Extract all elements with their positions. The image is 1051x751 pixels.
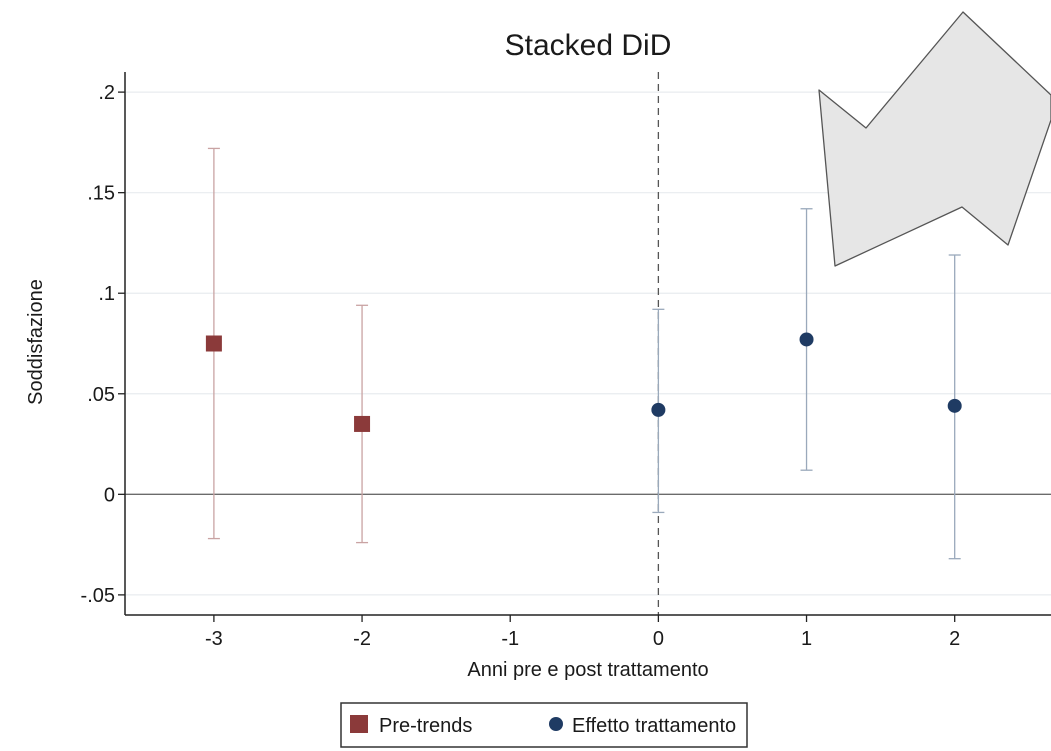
- legend: Pre-trends Effetto trattamento: [340, 702, 748, 748]
- x-tick-label: 1: [801, 628, 812, 650]
- y-tick-label: .05: [87, 384, 115, 406]
- arrow-icon: [818, 11, 1051, 267]
- data-point-square: [354, 415, 371, 432]
- data-point-circle: [799, 332, 814, 347]
- y-tick-label: 0: [104, 484, 115, 506]
- data-marks: [205, 147, 962, 560]
- grid: [125, 91, 1051, 596]
- x-tick-label: -1: [501, 628, 519, 650]
- x-tick-label: 0: [653, 628, 664, 650]
- x-tick-label: -2: [353, 628, 371, 650]
- y-tick-label: .2: [98, 82, 115, 104]
- y-tick-label: .1: [98, 283, 115, 305]
- axes: -.05 0 .05 .1 .15 .2 -3 -2 -1 0 1 2: [81, 72, 1051, 650]
- y-tick-label: .15: [87, 183, 115, 205]
- legend-box: [340, 702, 748, 748]
- legend-label-effetto-trattamento: Effetto trattamento: [572, 715, 736, 737]
- annotation-arrow-icon: [818, 11, 1051, 267]
- data-point-circle: [947, 398, 962, 413]
- data-point-circle: [651, 402, 666, 417]
- y-axis-title: Soddisfazione: [25, 279, 47, 405]
- x-tick-label: -3: [205, 628, 223, 650]
- legend-label-pre-trends: Pre-trends: [379, 715, 472, 737]
- x-tick-label: 2: [949, 628, 960, 650]
- legend-swatch-effetto-trattamento: [549, 717, 563, 731]
- reference-lines: [125, 72, 1051, 615]
- legend-swatch-pre-trends: [350, 715, 368, 733]
- x-axis-title: Anni pre e post trattamento: [467, 659, 708, 681]
- data-point-square: [205, 335, 222, 352]
- y-tick-label: -.05: [81, 585, 115, 607]
- chart-title: Stacked DiD: [505, 29, 672, 62]
